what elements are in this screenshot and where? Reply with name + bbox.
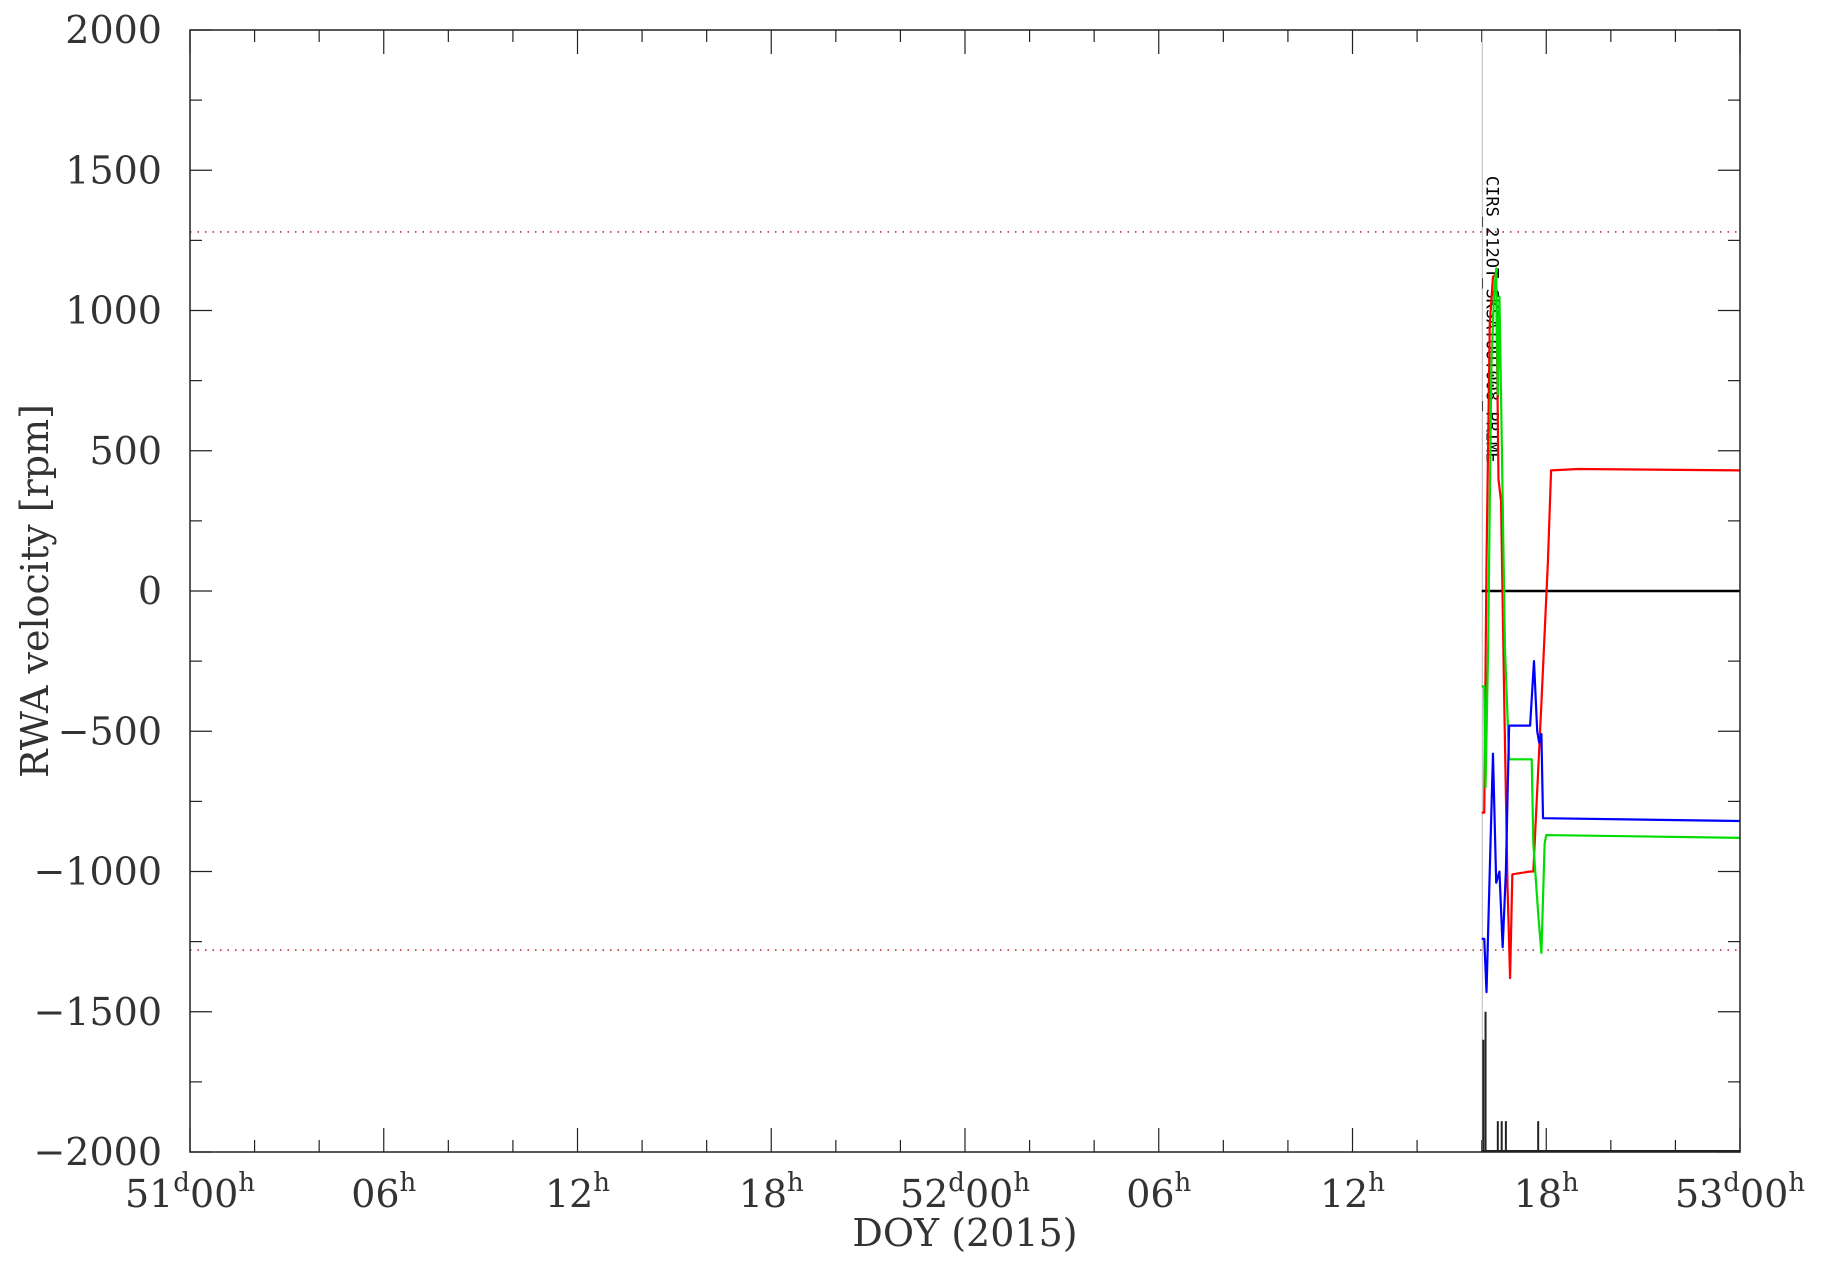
series-lines — [1481, 267, 1741, 994]
x-tick-label: 06h — [351, 1168, 416, 1216]
y-tick-label: −1500 — [33, 990, 162, 1034]
series-line-1 — [1481, 272, 1741, 980]
x-tick-label: 18h — [739, 1168, 804, 1216]
x-tick-label: 06h — [1126, 1168, 1191, 1216]
x-tick-labels: 51d00h 06h 12h 18h 52d00h 06h 12h 18h 53d00h — [125, 1168, 1805, 1216]
y-tick-label: −1000 — [33, 850, 162, 894]
series-line-3 — [1481, 660, 1741, 994]
y-tick-label: −2000 — [33, 1130, 162, 1174]
plot-frame — [189, 29, 1741, 1153]
y-tick-label: 500 — [89, 429, 162, 473]
y-tick-label: 1000 — [65, 289, 162, 333]
series-line-2 — [1481, 267, 1741, 954]
y-axis-label: RWA velocity [rpm] — [13, 404, 57, 778]
spike-bars — [1481, 1011, 1740, 1152]
y-tick-label: −500 — [58, 709, 162, 753]
x-tick-label: 12h — [1320, 1168, 1385, 1216]
x-axis-label: DOY (2015) — [852, 1211, 1077, 1255]
x-tick-label: 18h — [1514, 1168, 1579, 1216]
x-tick-label: 12h — [545, 1168, 610, 1216]
x-tick-label: 53d00h — [1675, 1168, 1805, 1216]
y-tick-label: 0 — [138, 569, 162, 613]
y-tick-label: 1500 — [65, 148, 162, 192]
y-tick-label: 2000 — [65, 8, 162, 52]
x-tick-label: 52d00h — [900, 1168, 1030, 1216]
y-tick-labels: 2000 1500 1000 500 0 −500 −1000 −1500 −2000 — [33, 8, 162, 1174]
x-tick-label: 51d00h — [125, 1168, 255, 1216]
event-label: CIRS_212OT_SKSATOUT008_PRIME — [1481, 176, 1501, 463]
